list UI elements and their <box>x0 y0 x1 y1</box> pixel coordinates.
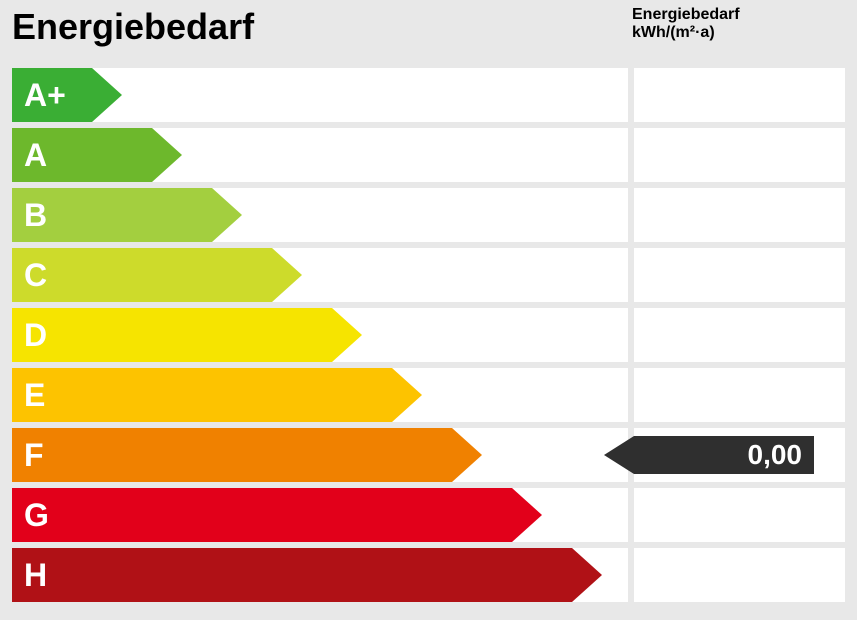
rating-label: E <box>24 377 45 414</box>
rating-bar-body: B <box>12 188 212 242</box>
rating-bar-body: C <box>12 248 272 302</box>
rating-bar-arrow <box>512 488 542 542</box>
rating-bar-cell: B <box>12 188 628 242</box>
value-cell <box>634 248 845 302</box>
rating-row: D <box>12 308 845 362</box>
rating-bar: C <box>12 248 302 302</box>
subtitle-line2: kWh/(m²·a) <box>632 24 715 41</box>
rating-bar-cell: C <box>12 248 628 302</box>
value-cell: 0,00 <box>634 428 845 482</box>
indicator-value: 0,00 <box>634 436 814 474</box>
rating-bar: B <box>12 188 242 242</box>
rating-bar-body: F <box>12 428 452 482</box>
rating-bar-arrow <box>272 248 302 302</box>
rating-label: G <box>24 497 49 534</box>
rating-row: A+ <box>12 68 845 122</box>
rating-bar-cell: G <box>12 488 628 542</box>
value-cell <box>634 68 845 122</box>
rating-bar-body: E <box>12 368 392 422</box>
indicator-arrow <box>604 436 634 474</box>
rating-bar-arrow <box>92 68 122 122</box>
rating-bar-arrow <box>212 188 242 242</box>
rating-row: C <box>12 248 845 302</box>
rating-bar-cell: A+ <box>12 68 628 122</box>
rating-bar: A <box>12 128 182 182</box>
rating-label: D <box>24 317 47 354</box>
chart-title: Energiebedarf <box>12 6 628 48</box>
rating-bar-arrow <box>152 128 182 182</box>
rating-row: G <box>12 488 845 542</box>
rating-bar: A+ <box>12 68 122 122</box>
value-cell <box>634 488 845 542</box>
value-cell <box>634 308 845 362</box>
subtitle-line1: Energiebedarf <box>632 6 740 23</box>
value-cell <box>634 188 845 242</box>
rating-bar: E <box>12 368 422 422</box>
rating-label: A <box>24 137 47 174</box>
rating-bar-cell: D <box>12 308 628 362</box>
value-cell <box>634 368 845 422</box>
rating-bar-cell: H <box>12 548 628 602</box>
rating-bar-arrow <box>392 368 422 422</box>
value-indicator: 0,00 <box>604 436 814 474</box>
rating-label: A+ <box>24 77 66 114</box>
rating-row: F 0,00 <box>12 428 845 482</box>
value-cell <box>634 128 845 182</box>
rating-label: F <box>24 437 44 474</box>
rating-row: E <box>12 368 845 422</box>
rating-bar-body: G <box>12 488 512 542</box>
rating-rows: A+ ABCDEF 0,00 GH <box>0 68 857 620</box>
rating-label: C <box>24 257 47 294</box>
rating-bar: D <box>12 308 362 362</box>
rating-bar: H <box>12 548 602 602</box>
rating-row: A <box>12 128 845 182</box>
rating-label: H <box>24 557 47 594</box>
energy-chart-container: Energiebedarf Energiebedarf kWh/(m²·a) A… <box>0 0 857 600</box>
rating-bar-body: A+ <box>12 68 92 122</box>
rating-bar-arrow <box>452 428 482 482</box>
rating-row: H <box>12 548 845 602</box>
header-row: Energiebedarf Energiebedarf kWh/(m²·a) <box>0 0 857 68</box>
rating-bar-cell: A <box>12 128 628 182</box>
rating-label: B <box>24 197 47 234</box>
rating-bar-body: H <box>12 548 572 602</box>
rating-bar-cell: F <box>12 428 628 482</box>
rating-bar-arrow <box>332 308 362 362</box>
rating-bar: G <box>12 488 542 542</box>
rating-bar: F <box>12 428 482 482</box>
chart-subtitle: Energiebedarf kWh/(m²·a) <box>628 6 740 42</box>
rating-bar-body: D <box>12 308 332 362</box>
rating-bar-body: A <box>12 128 152 182</box>
rating-bar-cell: E <box>12 368 628 422</box>
value-cell <box>634 548 845 602</box>
rating-bar-arrow <box>572 548 602 602</box>
rating-row: B <box>12 188 845 242</box>
